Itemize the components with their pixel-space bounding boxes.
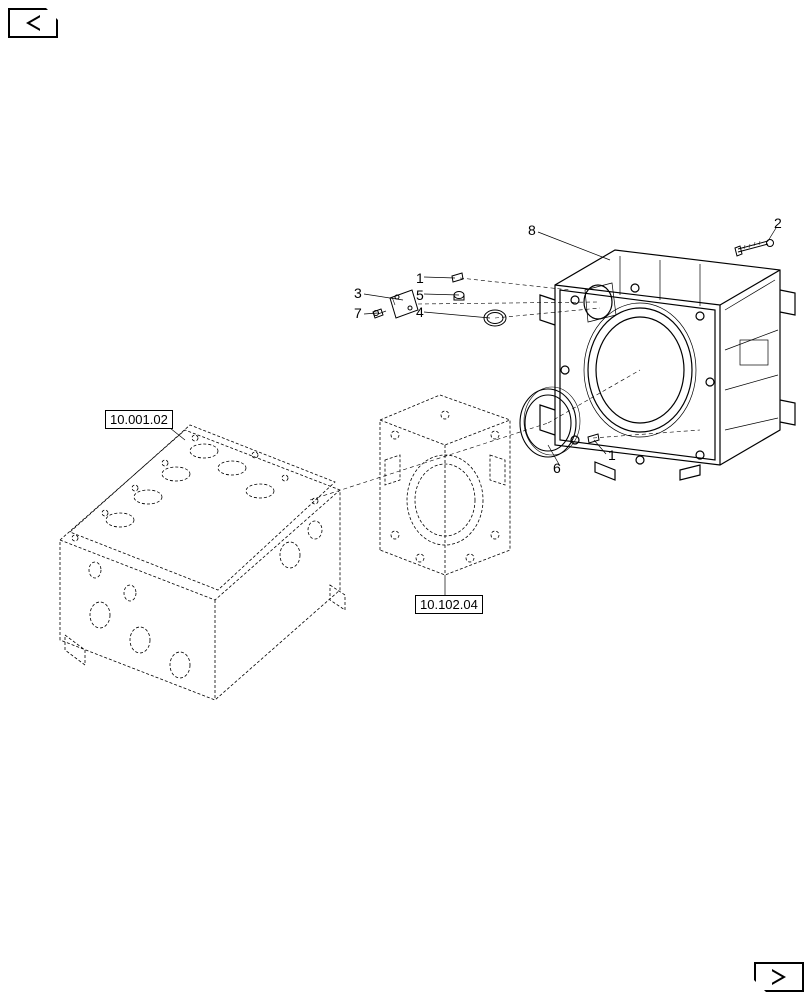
flywheel-housing	[540, 250, 795, 480]
ref-cylinder-block: 10.001.02	[105, 410, 173, 429]
cover-plate	[390, 290, 418, 318]
callout-1b: 1	[608, 447, 616, 463]
callout-6: 6	[553, 460, 561, 476]
callout-2: 2	[774, 215, 782, 231]
callout-3: 3	[354, 285, 362, 301]
ref-rear-plate: 10.102.04	[415, 595, 483, 614]
callout-7: 7	[354, 305, 362, 321]
callout-1a: 1	[416, 270, 424, 286]
plug	[454, 292, 464, 301]
dowel-pin-upper	[452, 273, 463, 282]
callout-8: 8	[528, 222, 536, 238]
callout-5: 5	[416, 287, 424, 303]
exploded-diagram	[0, 0, 812, 1000]
callout-4: 4	[416, 304, 424, 320]
bolt-long	[735, 240, 774, 257]
leader-lines	[165, 228, 776, 596]
cylinder-block	[60, 425, 345, 700]
rear-plate	[380, 395, 510, 575]
dowel-pin-lower	[588, 434, 599, 443]
